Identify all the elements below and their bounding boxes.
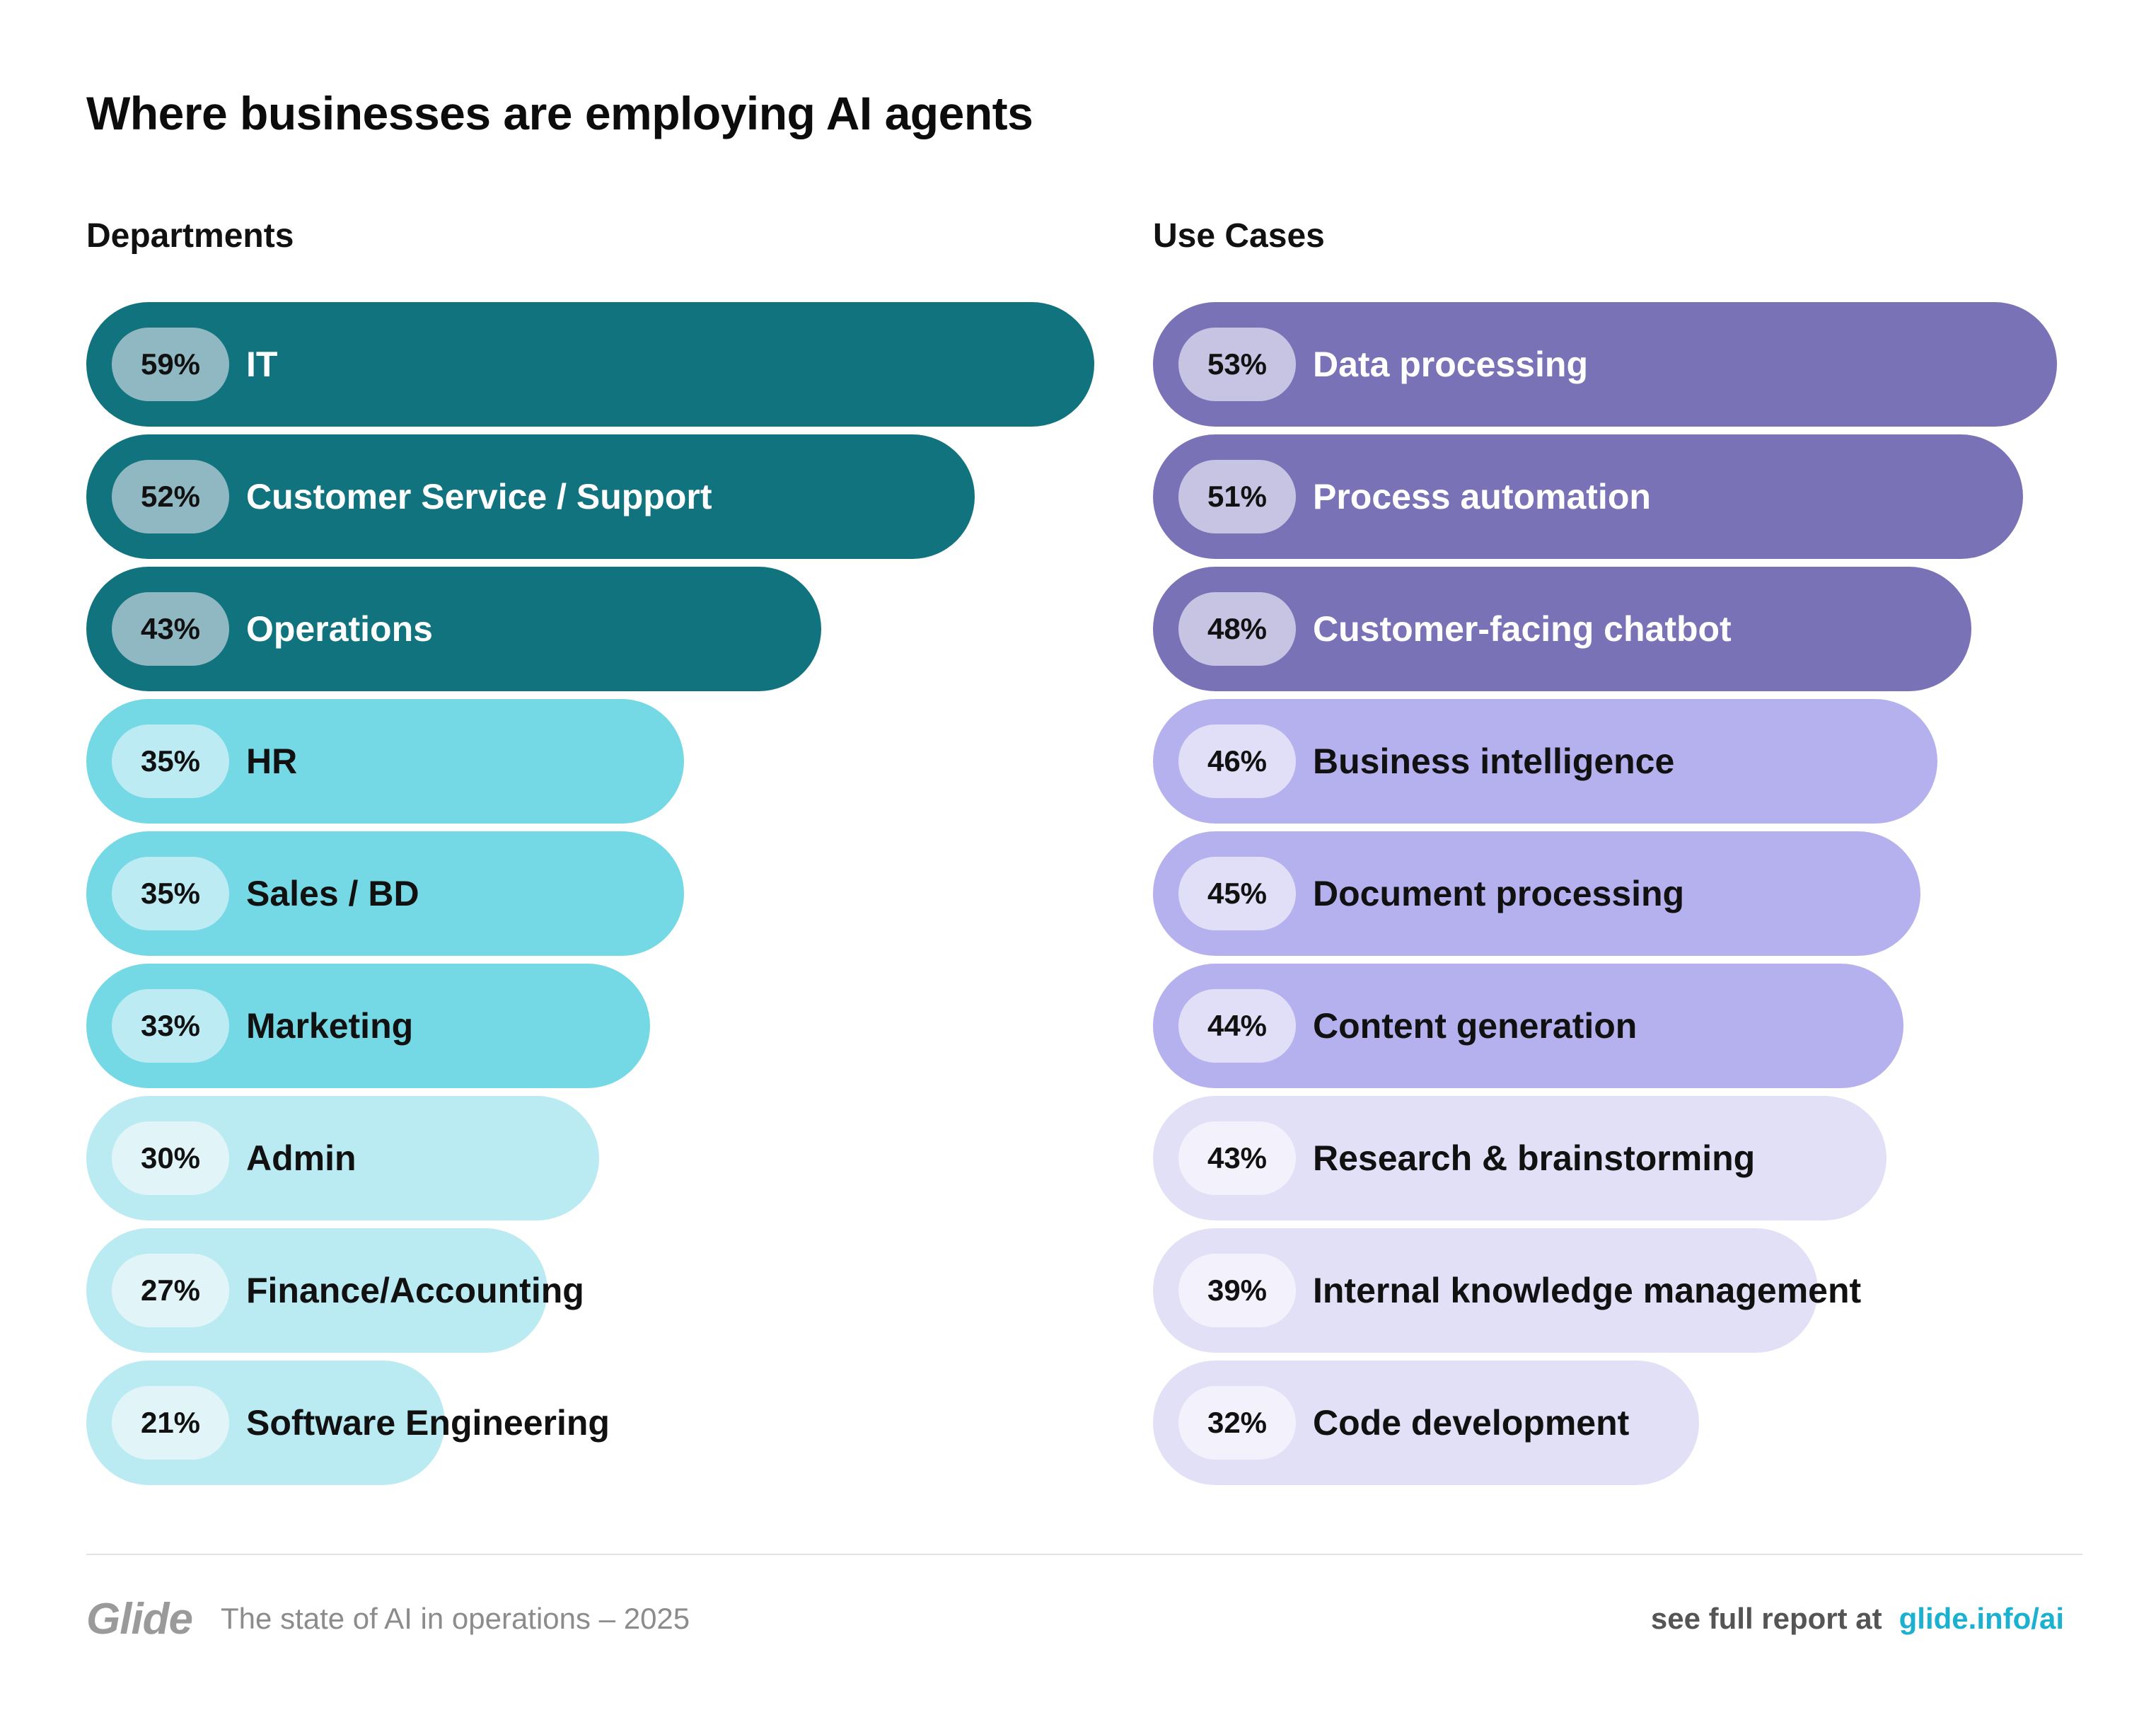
use-case-bar: 51% Process automation — [1153, 434, 2023, 559]
department-value-label: 33% — [112, 989, 229, 1063]
use-case-label: Content generation — [1313, 1006, 1638, 1046]
use-case-value-label: 51% — [1178, 460, 1296, 533]
department-label: Admin — [246, 1138, 357, 1178]
use-case-value-label: 48% — [1178, 592, 1296, 666]
departments-heading: Departments — [86, 217, 294, 255]
department-value-label: 27% — [112, 1254, 229, 1327]
department-bar: 21% Software Engineering — [86, 1361, 610, 1485]
department-label: IT — [246, 345, 278, 384]
use-case-label: Research & brainstorming — [1313, 1138, 1756, 1178]
footer-left: Glide The state of AI in operations – 20… — [86, 1593, 690, 1644]
report-link[interactable]: glide.info/ai — [1899, 1602, 2064, 1635]
use-case-bar: 46% Business intelligence — [1153, 699, 1937, 824]
department-bar: 30% Admin — [86, 1096, 599, 1220]
use-case-bar: 43% Research & brainstorming — [1153, 1096, 1886, 1220]
department-label: Operations — [246, 609, 433, 649]
department-value-label: 35% — [112, 724, 229, 798]
use-case-bar: 44% Content generation — [1153, 964, 1903, 1088]
use-case-bar: 48% Customer-facing chatbot — [1153, 567, 1971, 691]
use-cases-bar-chart: 53% Data processing 51% Process automation 4… — [1153, 302, 2073, 1485]
use-case-value-label: 53% — [1178, 328, 1296, 401]
department-value-label: 52% — [112, 460, 229, 533]
department-label: Sales / BD — [246, 874, 419, 913]
use-cases-heading: Use Cases — [1153, 217, 1325, 255]
report-subtitle: The state of AI in operations – 2025 — [221, 1602, 690, 1635]
use-case-label: Internal knowledge management — [1313, 1271, 1862, 1310]
department-label: Marketing — [246, 1006, 414, 1046]
footer-right: see full report at glide.info/ai — [1651, 1593, 2064, 1644]
use-case-value-label: 44% — [1178, 989, 1296, 1063]
use-case-label: Customer-facing chatbot — [1313, 609, 1732, 649]
use-case-value-label: 46% — [1178, 724, 1296, 798]
departments-bar-chart: 59% IT 52% Customer Service / Support 43% Ope… — [86, 302, 1105, 1485]
chart-title: Where businesses are employing AI agents — [86, 87, 1033, 139]
department-bar: 59% IT — [86, 302, 1094, 427]
department-label: HR — [246, 741, 298, 781]
use-case-label: Business intelligence — [1313, 741, 1675, 781]
department-bar: 35% Sales / BD — [86, 831, 684, 956]
use-case-label: Code development — [1313, 1403, 1630, 1443]
footer-divider — [86, 1554, 2082, 1555]
department-value-label: 35% — [112, 857, 229, 930]
use-case-value-label: 45% — [1178, 857, 1296, 930]
use-case-value-label: 43% — [1178, 1121, 1296, 1195]
department-value-label: 43% — [112, 592, 229, 666]
department-value-label: 59% — [112, 328, 229, 401]
use-case-bar: 39% Internal knowledge management — [1153, 1228, 1861, 1353]
use-case-value-label: 39% — [1178, 1254, 1296, 1327]
department-label: Software Engineering — [246, 1403, 610, 1443]
department-bar: 33% Marketing — [86, 964, 650, 1088]
report-cta-text: see full report at — [1650, 1602, 1882, 1635]
department-bar: 43% Operations — [86, 567, 821, 691]
department-label: Customer Service / Support — [246, 477, 712, 516]
use-case-label: Data processing — [1313, 345, 1589, 384]
department-bar: 52% Customer Service / Support — [86, 434, 975, 559]
use-case-value-label: 32% — [1178, 1386, 1296, 1460]
use-case-label: Document processing — [1313, 874, 1685, 913]
use-case-bar: 53% Data processing — [1153, 302, 2057, 427]
department-value-label: 21% — [112, 1386, 229, 1460]
use-case-bar: 45% Document processing — [1153, 831, 1920, 956]
glide-logo: Glide — [86, 1594, 193, 1644]
department-bar: 27% Finance/Accounting — [86, 1228, 584, 1353]
department-label: Finance/Accounting — [246, 1271, 584, 1310]
department-bar: 35% HR — [86, 699, 684, 824]
use-case-bar: 32% Code development — [1153, 1361, 1699, 1485]
use-case-label: Process automation — [1313, 477, 1651, 516]
department-value-label: 30% — [112, 1121, 229, 1195]
